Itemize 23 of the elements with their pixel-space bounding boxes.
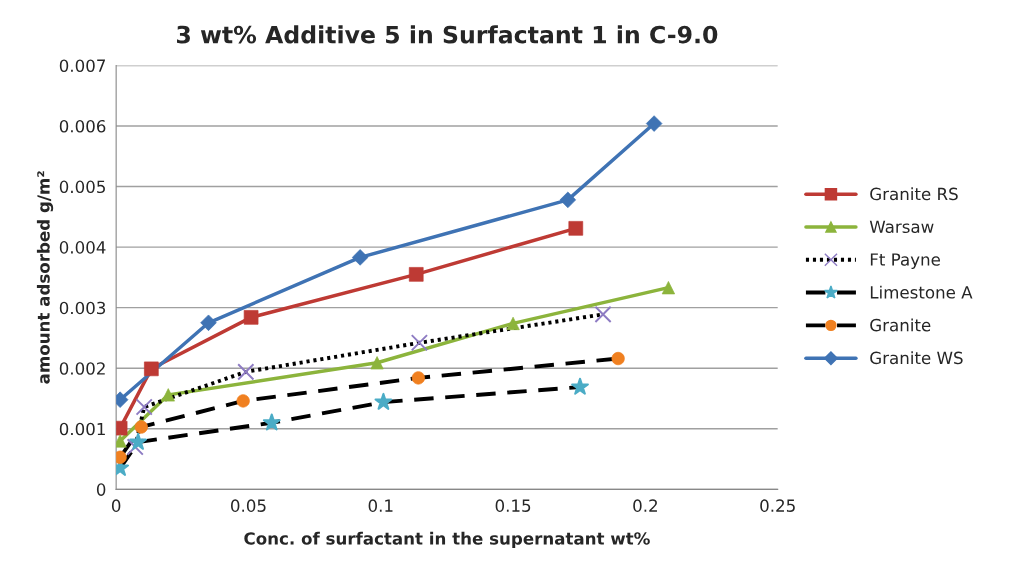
x-tick-label: 0.05 bbox=[231, 499, 266, 512]
y-tick-label: 0.001 bbox=[59, 422, 105, 436]
y-tick-label: 0.007 bbox=[59, 59, 105, 72]
y-tick-label: 0.004 bbox=[59, 241, 106, 254]
x-tick-label: 0 bbox=[111, 499, 121, 512]
chart-title: 3 wt% Additive 5 in Surfactant 1 in C-9.0 bbox=[177, 25, 718, 44]
x-tick-label: 0.1 bbox=[368, 499, 393, 512]
legend-label: Granite WS bbox=[870, 351, 963, 365]
y-tick-label: 0.003 bbox=[59, 301, 106, 315]
y-tick-label: 0.006 bbox=[59, 119, 106, 133]
legend-label: Granite RS bbox=[870, 187, 958, 201]
legend-label: Warsaw bbox=[869, 220, 934, 234]
x-tick-label: 0.15 bbox=[495, 499, 531, 512]
x-tick-label: 0.2 bbox=[633, 499, 657, 512]
y-tick-label: 0 bbox=[96, 483, 106, 496]
legend-label: Granite bbox=[870, 318, 931, 332]
y-axis-title: amount adsorbed g/m² bbox=[36, 171, 54, 384]
legend-label: Ft Payne bbox=[870, 253, 940, 270]
x-axis-title: Conc. of surfactant in the supernatant wt% bbox=[244, 531, 650, 548]
y-tick-label: 0.002 bbox=[59, 362, 105, 375]
legend-label: Limestone A bbox=[870, 285, 973, 299]
y-tick-label: 0.005 bbox=[59, 180, 105, 194]
x-tick-label: 0.25 bbox=[760, 499, 795, 512]
